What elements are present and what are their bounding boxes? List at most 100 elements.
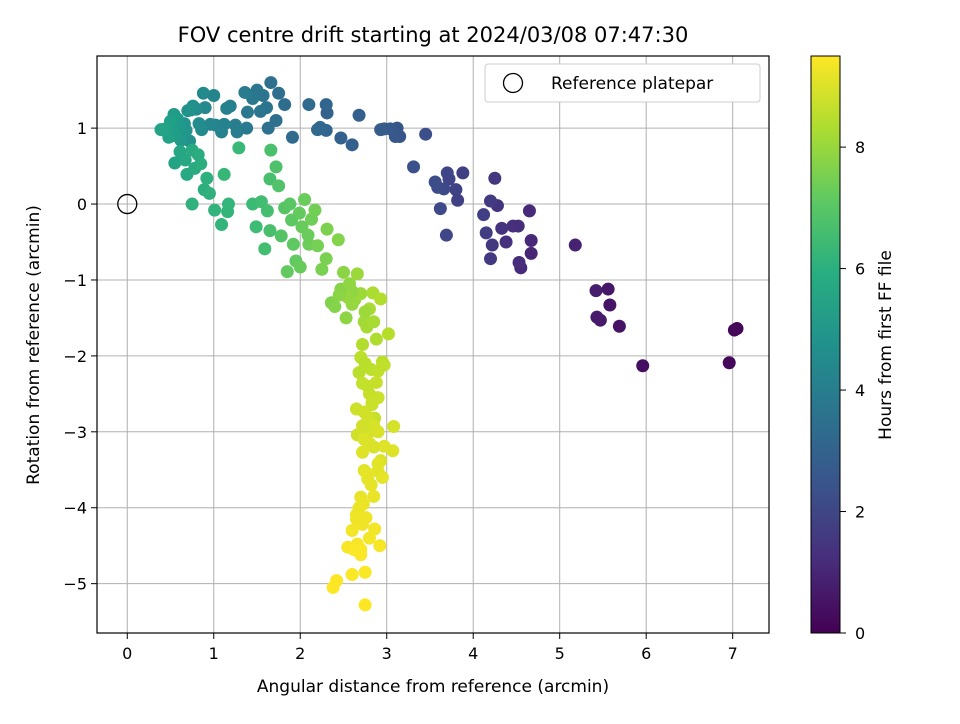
x-tick-label: 3 <box>382 644 392 663</box>
data-point <box>590 310 604 324</box>
data-point <box>228 118 242 132</box>
chart-title: FOV centre drift starting at 2024/03/08 … <box>178 23 689 47</box>
x-tick-label: 1 <box>209 644 219 663</box>
y-tick-label: −3 <box>63 423 87 442</box>
data-point <box>369 332 383 346</box>
data-point <box>264 143 278 157</box>
data-point <box>484 252 498 266</box>
legend-entry-label: Reference platepar <box>551 74 713 94</box>
data-point <box>168 156 182 170</box>
data-point <box>371 425 385 439</box>
data-point <box>356 497 370 511</box>
data-point <box>238 85 252 99</box>
data-point <box>352 108 366 122</box>
data-point <box>603 298 617 312</box>
data-point <box>293 260 307 274</box>
legend: Reference platepar <box>484 63 761 103</box>
data-point <box>334 131 348 145</box>
data-point <box>361 467 375 481</box>
data-point <box>269 160 283 174</box>
data-point <box>286 237 300 251</box>
data-point <box>451 193 465 207</box>
data-point <box>358 598 372 612</box>
y-tick-label: −2 <box>63 347 87 366</box>
y-tick-label: −5 <box>63 575 87 594</box>
grid-lines <box>97 56 769 633</box>
y-tick-label: −1 <box>63 271 87 290</box>
data-point <box>260 204 274 218</box>
data-point <box>221 197 235 211</box>
data-point <box>356 338 370 351</box>
data-point <box>568 238 582 252</box>
data-point <box>301 228 315 242</box>
data-point <box>365 396 379 410</box>
data-point <box>332 288 346 302</box>
data-point <box>428 175 442 189</box>
data-point <box>356 376 370 390</box>
data-point <box>331 233 345 247</box>
data-point <box>232 141 246 155</box>
data-point <box>207 88 221 102</box>
data-point <box>477 208 491 222</box>
data-point <box>272 179 286 193</box>
legend-box <box>484 63 761 103</box>
data-point <box>362 436 376 450</box>
data-point <box>185 197 199 211</box>
x-axis-label: Angular distance from reference (arcmin) <box>257 677 609 697</box>
data-point <box>202 186 216 200</box>
data-point <box>320 222 334 236</box>
data-point <box>336 265 350 279</box>
reference-marker <box>117 193 138 215</box>
data-point <box>215 218 229 232</box>
data-point <box>345 568 359 582</box>
data-point <box>345 524 359 538</box>
data-point <box>349 512 363 526</box>
data-point <box>192 117 206 131</box>
data-point <box>208 203 222 217</box>
data-point <box>512 256 526 270</box>
data-point <box>485 238 499 252</box>
data-point <box>374 123 388 137</box>
data-point <box>350 267 364 281</box>
x-tick-label: 0 <box>122 644 132 663</box>
data-point <box>440 166 454 180</box>
data-point <box>373 539 387 553</box>
x-axis-ticks: 0 1 2 3 4 5 6 7 <box>122 633 738 663</box>
data-point <box>449 183 463 197</box>
data-point <box>308 203 322 217</box>
data-point <box>356 445 370 459</box>
data-point <box>488 171 502 185</box>
data-point <box>484 194 498 208</box>
data-point <box>407 160 421 174</box>
data-point <box>261 121 275 135</box>
data-point <box>362 531 376 545</box>
data-point <box>522 204 536 218</box>
data-point <box>722 356 736 370</box>
data-point <box>249 220 263 234</box>
data-point <box>367 315 381 329</box>
data-point <box>386 444 400 458</box>
data-points <box>154 76 744 612</box>
data-point <box>375 470 389 484</box>
data-point <box>345 138 359 152</box>
colorbar-tick-label: 0 <box>855 624 865 643</box>
data-point <box>456 166 470 180</box>
data-point <box>319 252 333 266</box>
x-tick-label: 5 <box>555 644 565 663</box>
data-point <box>367 489 381 503</box>
data-point <box>253 104 267 118</box>
x-tick-label: 7 <box>728 644 738 663</box>
colorbar-tick-label: 4 <box>855 381 865 400</box>
data-point <box>280 265 294 279</box>
colorbar-tick-label: 8 <box>855 138 865 157</box>
data-point <box>298 192 312 206</box>
plot-frame <box>96 55 770 634</box>
y-axis-label: Rotation from reference (arcmin) <box>24 205 44 485</box>
colorbar-gradient <box>810 55 841 634</box>
colorbar: 0 2 4 6 8 Hours from first FF file <box>810 55 896 643</box>
data-point <box>354 542 368 556</box>
data-point <box>330 574 344 588</box>
data-point <box>356 419 370 433</box>
data-point <box>499 235 513 249</box>
colorbar-tick-label: 6 <box>855 260 865 279</box>
